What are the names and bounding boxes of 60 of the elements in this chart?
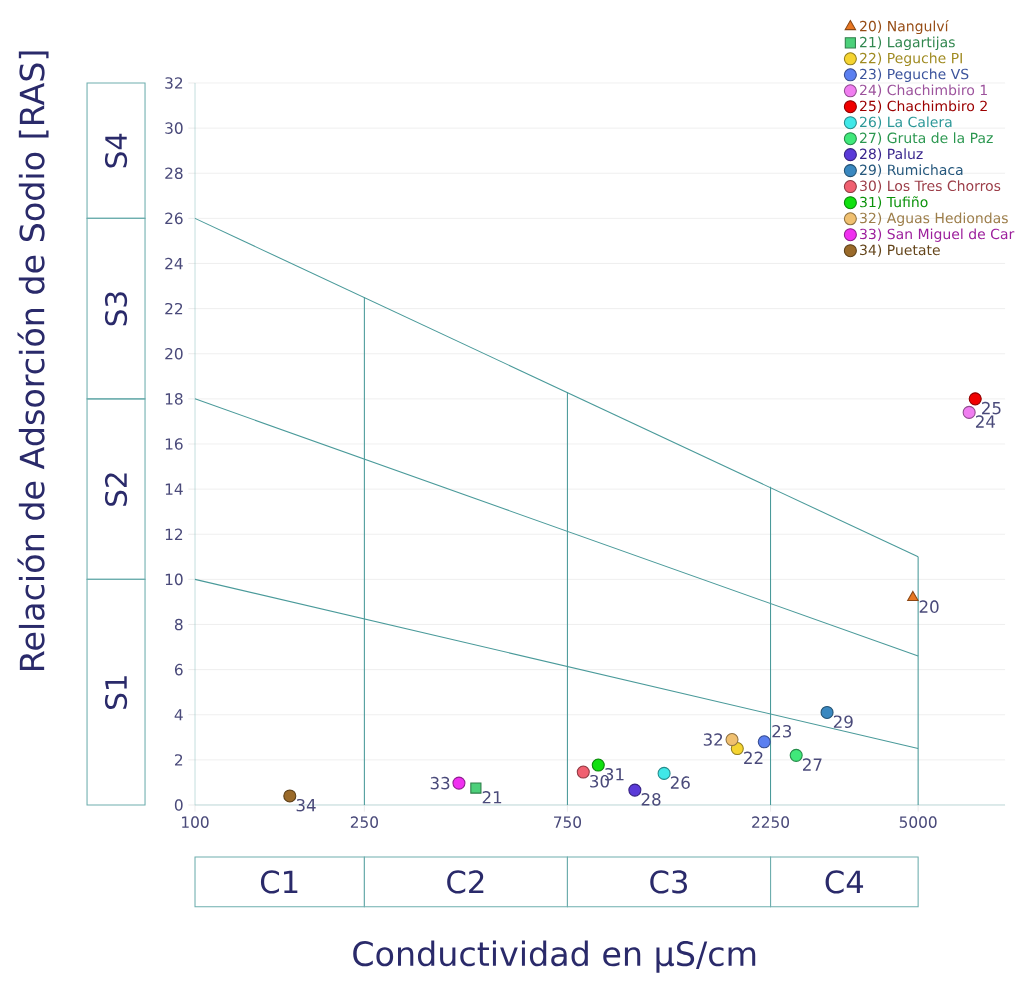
x-tick-label: 2250 [752, 816, 790, 828]
legend-label: 32) Aguas Hediondas [860, 212, 1008, 226]
x-axis-title: Conductividad en μS/cm [353, 940, 756, 973]
annotation: 28 [641, 793, 661, 806]
annotation: 29 [833, 715, 853, 729]
annotation: 24 [975, 415, 996, 428]
text: C3 [650, 870, 687, 894]
text: C4 [825, 870, 864, 894]
text: S4 [104, 133, 128, 168]
legend-label: 29) Rumichaca [860, 164, 963, 177]
legend-label: 28) Paluz [860, 148, 923, 161]
y-tick-label: 2 [175, 754, 183, 766]
y-tick-label: 6 [174, 663, 183, 676]
legend-label: 20) Nangulví [860, 20, 949, 35]
annotation: 26 [670, 776, 690, 789]
text: S3 [104, 292, 128, 326]
legend-label: 24) Chachimbiro 1 [860, 84, 987, 97]
annotation: 22 [744, 751, 763, 764]
annotation: 34 [296, 798, 316, 812]
legend-label: 22) Peguche PI [860, 52, 962, 67]
annotation: 25 [982, 401, 1001, 415]
legend-label: 21) Lagartijas [860, 36, 955, 51]
legend-label: 30) Los Tres Chorros [860, 180, 1001, 193]
annotation: 27 [803, 758, 822, 771]
legend-label: 33) San Miguel de Car [860, 228, 1015, 242]
y-tick-label: 16 [165, 438, 183, 450]
y-tick-label: 22 [165, 302, 183, 315]
y-tick-label: 12 [165, 528, 183, 540]
annotation: 21 [482, 790, 502, 804]
legend-label: 25) Chachimbiro 2 [860, 100, 987, 113]
y-tick-label: 0 [174, 799, 183, 811]
legend-label: 23) Peguche VS [860, 68, 969, 83]
y-tick-label: 30 [165, 122, 183, 134]
x-tick-label: 5000 [899, 816, 937, 828]
y-tick-label: 4 [174, 709, 183, 721]
text: S2 [104, 473, 128, 506]
y-tick-label: 14 [165, 483, 183, 495]
x-tick-label: 750 [554, 816, 582, 828]
y-tick-label: 8 [174, 618, 183, 631]
y-tick-label: 32 [165, 77, 183, 89]
y-tick-label: 20 [165, 347, 183, 360]
annotation: 23 [772, 724, 792, 738]
x-tick-label: 250 [350, 816, 378, 828]
y-axis-title: Relación de Adsorción de Sodio [RAS] [17, 51, 49, 671]
legend-label: 31) Tufiño [860, 196, 928, 209]
y-tick-label: 18 [165, 393, 183, 405]
y-tick-label: 10 [165, 573, 183, 586]
y-tick-label: 26 [165, 212, 183, 225]
annotation: 33 [430, 776, 450, 790]
y-tick-label: 24 [165, 257, 183, 270]
annotation: 20 [919, 600, 939, 613]
x-tick-label: 100 [182, 816, 209, 828]
legend-label: 26) La Calera [860, 116, 952, 129]
text: C2 [447, 870, 484, 894]
annotation: 32 [703, 733, 723, 746]
text: S1 [104, 676, 128, 709]
text: C1 [260, 870, 298, 894]
y-tick-label: 28 [165, 167, 183, 180]
legend-label: 27) Gruta de la Paz [860, 132, 993, 145]
legend-label: 34) Puetate [860, 244, 940, 257]
